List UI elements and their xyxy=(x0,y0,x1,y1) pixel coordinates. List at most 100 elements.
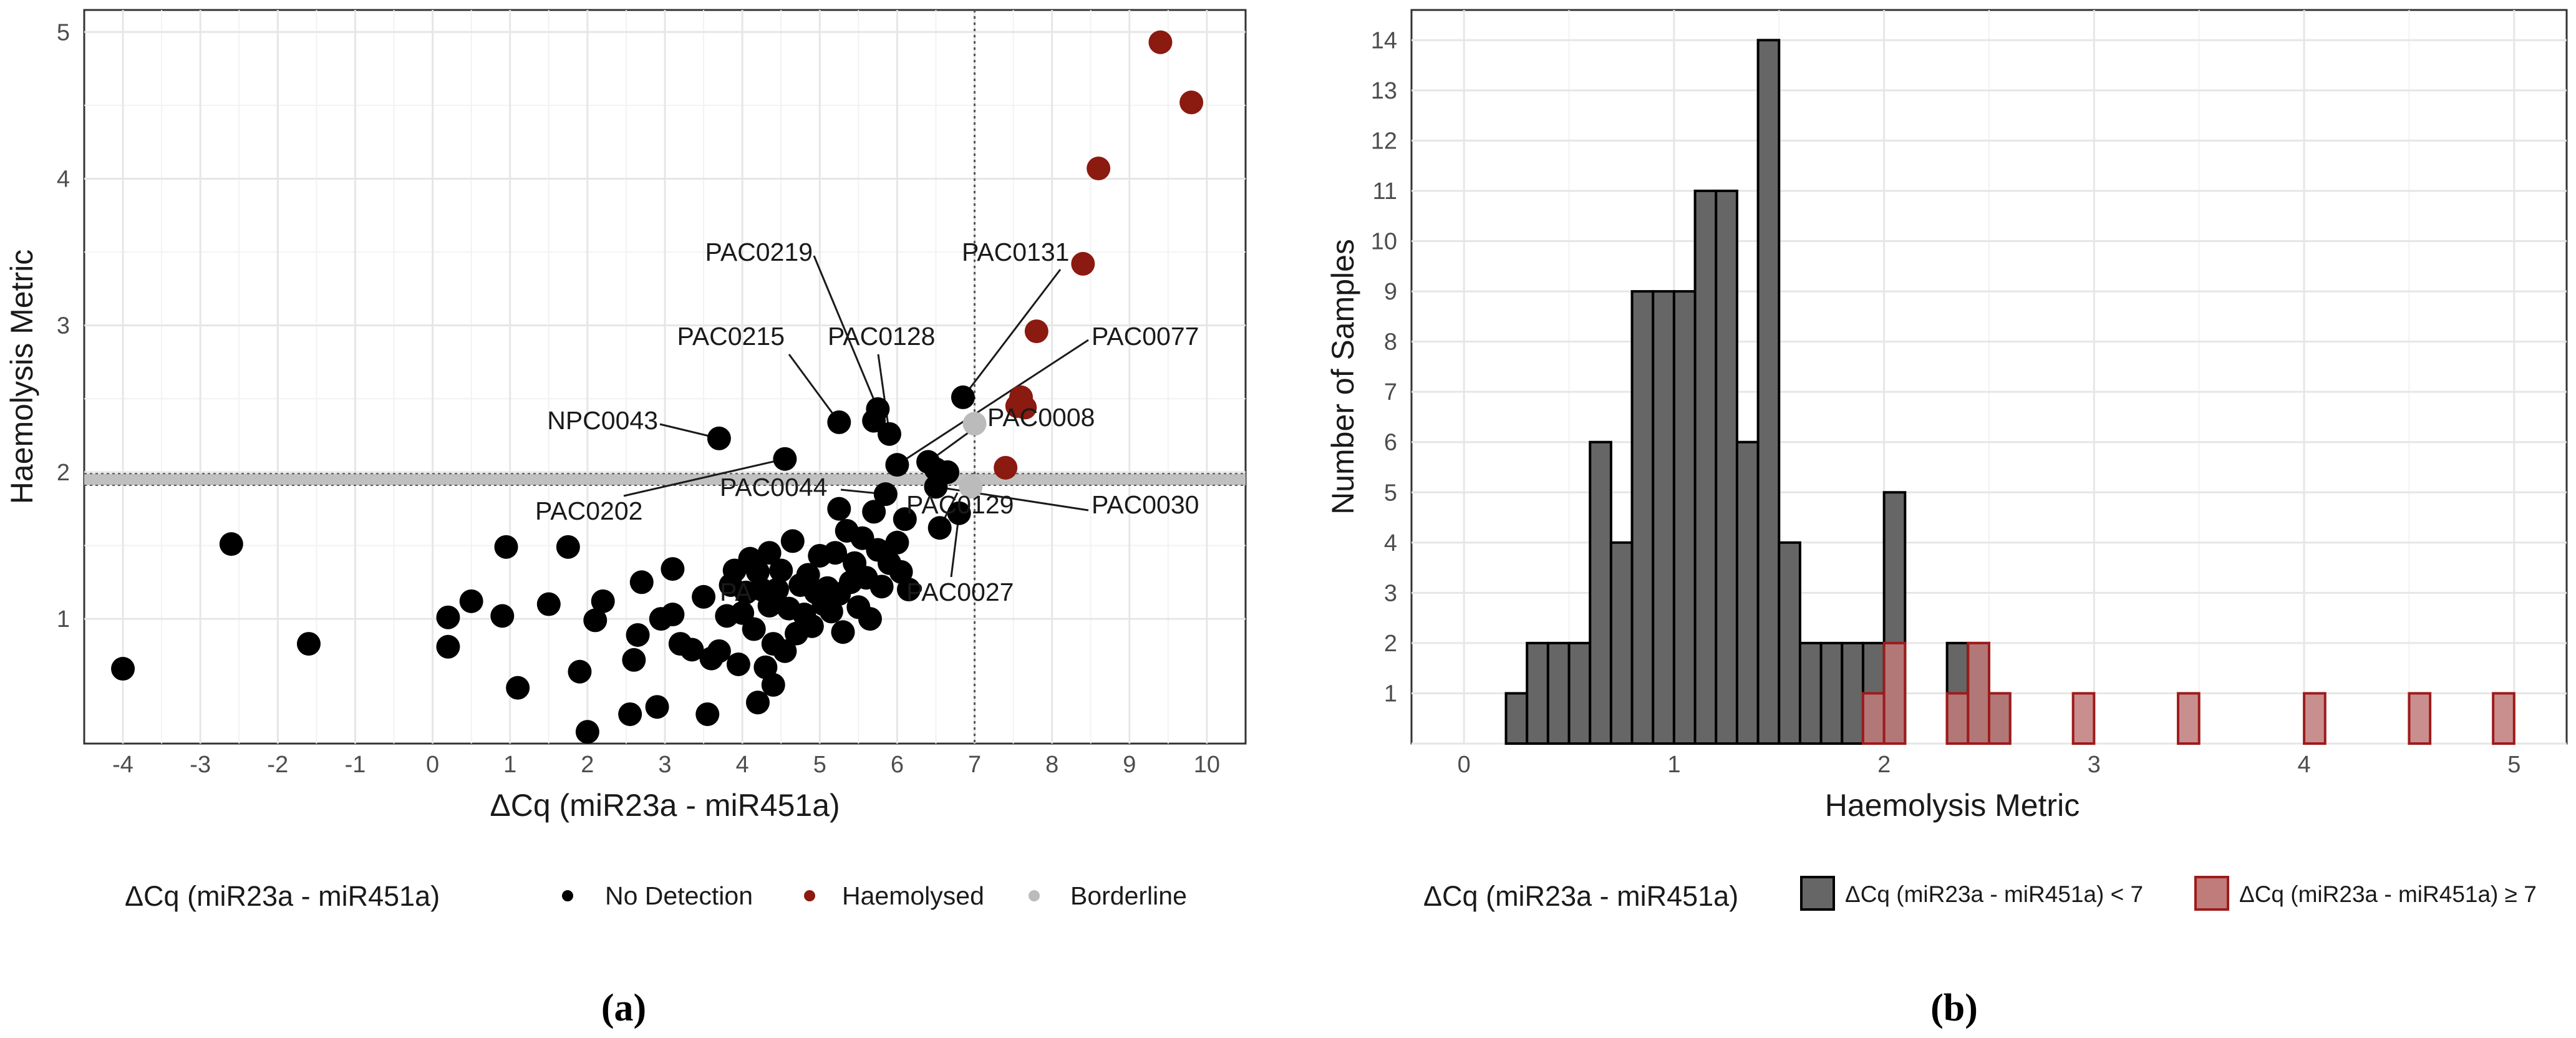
bar-over-7 xyxy=(2177,692,2201,745)
legend-label-under-7: ΔCq (miR23a - miR451a) < 7 xyxy=(1845,881,2143,907)
legend-swatch-haemolysed xyxy=(804,890,815,901)
point-no-detection xyxy=(490,604,515,628)
y-tick-label: 2 xyxy=(1384,631,1397,657)
y-tick-label: 7 xyxy=(1384,379,1397,405)
x-tick-label: 0 xyxy=(426,752,439,778)
histogram-legend-title: ΔCq (miR23a - miR451a) xyxy=(1423,880,1738,912)
bar-under-7 xyxy=(1841,641,1864,745)
scatter-legend: ΔCq (miR23a - miR451a) No Detection Haem… xyxy=(125,880,1187,912)
point-no-detection xyxy=(885,453,909,477)
point-no-detection xyxy=(869,575,894,599)
point-no-detection xyxy=(707,639,731,663)
point-no-detection xyxy=(111,657,135,681)
bar-over-7 xyxy=(2071,692,2096,745)
point-no-detection xyxy=(769,558,793,583)
point-no-detection xyxy=(506,676,530,700)
point-no-detection xyxy=(436,605,460,629)
point-no-detection xyxy=(773,447,797,471)
bar-under-7 xyxy=(1672,290,1697,745)
histogram-x-axis-title: Haemolysis Metric xyxy=(1825,788,2080,823)
bar-under-7 xyxy=(1630,290,1655,745)
annotation-pac0030: PAC0030 xyxy=(1092,490,1199,519)
point-haemolysed xyxy=(1148,30,1173,54)
point-no-detection xyxy=(862,500,886,524)
x-tick-label: 7 xyxy=(968,752,981,778)
x-tick-label: 6 xyxy=(891,752,904,778)
point-no-detection xyxy=(761,672,785,697)
point-no-detection xyxy=(951,385,975,409)
legend-swatch-no-detection xyxy=(562,890,573,901)
point-no-detection xyxy=(219,532,243,556)
point-no-detection xyxy=(742,617,766,641)
bar-over-7 xyxy=(2492,692,2515,745)
y-tick-label: 2 xyxy=(57,460,70,486)
histogram-legend: ΔCq (miR23a - miR451a) ΔCq (miR23a - miR… xyxy=(1423,876,2537,912)
point-no-detection xyxy=(927,516,952,540)
annotation-pac0077: PAC0077 xyxy=(1092,322,1199,351)
point-haemolysed xyxy=(1179,90,1204,115)
x-tick-label: 3 xyxy=(658,752,671,778)
annotation-pac0128: PAC0128 xyxy=(828,322,935,351)
panel-label-b: (b) xyxy=(1930,987,1978,1029)
leader-line-pac0077 xyxy=(896,339,1089,466)
bar-under-7 xyxy=(1526,641,1549,745)
bar-over-7 xyxy=(2303,692,2327,745)
point-no-detection xyxy=(707,426,731,450)
bar-under-7 xyxy=(1504,692,1529,745)
x-tick-label: 1 xyxy=(1667,752,1680,778)
scatter-x-tick-labels: -4 -3 -2 -1 0 1 2 3 4 5 6 7 8 9 10 xyxy=(112,752,1220,778)
legend-label-over-7: ΔCq (miR23a - miR451a) ≥ 7 xyxy=(2239,881,2537,907)
bar-under-7 xyxy=(1715,189,1738,745)
y-tick-label: 3 xyxy=(57,313,70,339)
point-haemolysed xyxy=(1024,319,1048,344)
point-no-detection xyxy=(680,638,704,662)
legend-label-haemolysed: Haemolysed xyxy=(842,881,984,910)
point-no-detection xyxy=(494,535,518,559)
bar-under-7 xyxy=(1756,39,1781,745)
legend-swatch-borderline xyxy=(1029,890,1040,901)
x-tick-label: 3 xyxy=(2088,752,2101,778)
annotation-pac0129: PAC0129 xyxy=(906,490,1014,519)
x-tick-label: 5 xyxy=(2507,752,2520,778)
point-no-detection xyxy=(800,614,824,638)
annotation-pac0215: PAC0215 xyxy=(677,322,785,351)
point-no-detection xyxy=(862,409,886,433)
y-tick-label: 1 xyxy=(1384,681,1397,707)
legend-swatch-under-7 xyxy=(1800,876,1835,911)
point-no-detection xyxy=(583,608,608,633)
x-tick-label: 2 xyxy=(1877,752,1891,778)
leader-line-pac0219 xyxy=(813,255,879,410)
y-tick-label: 11 xyxy=(1373,178,1397,205)
y-tick-label: 13 xyxy=(1371,78,1397,104)
y-tick-label: 6 xyxy=(1384,430,1397,456)
bar-under-7 xyxy=(1778,541,1801,745)
y-tick-label: 3 xyxy=(1384,580,1397,606)
x-tick-label: -4 xyxy=(112,752,133,778)
bar-over-7 xyxy=(1967,641,1991,745)
leader-line-pac0128 xyxy=(877,354,891,434)
y-tick-label: 8 xyxy=(1384,329,1397,356)
annotation-pac0131: PAC0131 xyxy=(962,238,1069,266)
point-no-detection xyxy=(831,620,855,644)
y-tick-label: 5 xyxy=(1384,480,1397,506)
x-tick-label: -2 xyxy=(267,752,288,778)
bar-over-7 xyxy=(1945,692,1970,745)
x-tick-label: 5 xyxy=(813,752,826,778)
x-tick-label: 0 xyxy=(1458,752,1471,778)
bar-over-7 xyxy=(1861,692,1886,745)
x-tick-label: 1 xyxy=(503,752,516,778)
point-no-detection xyxy=(947,501,971,525)
bar-under-7 xyxy=(1652,290,1675,745)
annotation-pac0008: PAC0008 xyxy=(987,403,1095,432)
point-no-detection xyxy=(726,652,750,676)
point-no-detection xyxy=(893,507,917,531)
bar-under-7 xyxy=(1589,440,1612,745)
y-tick-label: 5 xyxy=(57,19,70,46)
bar-under-7 xyxy=(1798,641,1823,745)
x-tick-label: 4 xyxy=(736,752,749,778)
point-haemolysed xyxy=(1013,395,1037,420)
point-no-detection xyxy=(858,607,882,631)
point-borderline xyxy=(962,412,987,436)
